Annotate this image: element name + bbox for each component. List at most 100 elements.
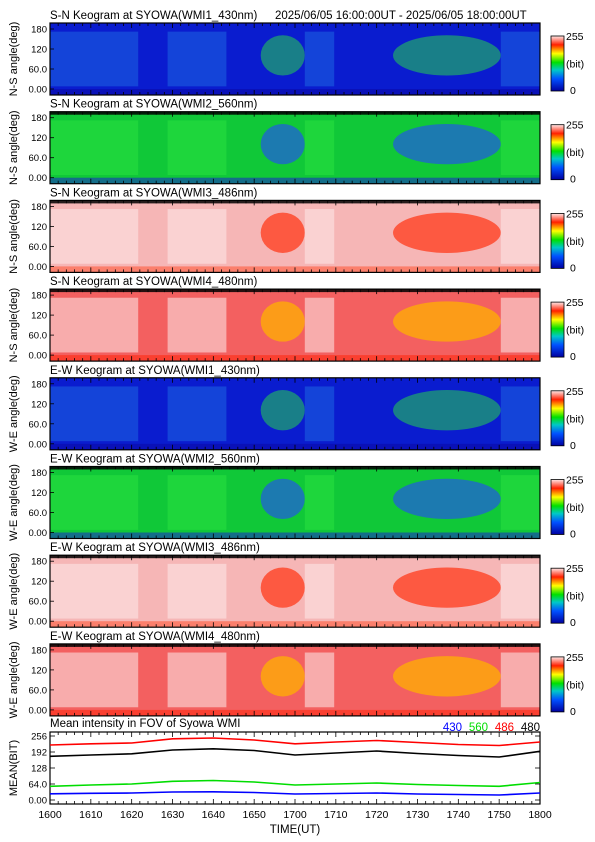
- x-tick-label: 1640: [202, 809, 226, 821]
- colorbar-max-label: 255: [566, 120, 584, 132]
- x-tick-label: 1650: [242, 809, 266, 821]
- y-tick-label: 120: [31, 665, 47, 676]
- colorbar-unit-label: (bit): [566, 59, 584, 71]
- y-axis-label: W-E angle(deg): [8, 553, 20, 630]
- colorbar-max-label: 255: [566, 652, 584, 664]
- y-axis-label: W-E angle(deg): [8, 641, 20, 718]
- y-tick-label: 64.0: [29, 780, 48, 791]
- y-tick-label: 120: [31, 45, 47, 56]
- colorbar: [550, 301, 565, 358]
- y-tick-label: 60.0: [29, 508, 48, 519]
- y-tick-label: 120: [31, 222, 47, 233]
- y-tick-label: 0.00: [29, 439, 48, 450]
- keogram-image: [50, 200, 540, 273]
- colorbar: [550, 479, 565, 535]
- y-tick-label: 256: [31, 732, 47, 743]
- y-axis-label: W-E angle(deg): [8, 375, 20, 452]
- y-tick-label: 128: [31, 764, 47, 775]
- keogram-panel: E-W Keogram at SYOWA(WMI1_430nm)180 120 60…: [8, 365, 584, 452]
- colorbar: [550, 656, 565, 713]
- legend: 480 486 560 430: [443, 722, 540, 734]
- y-tick-label: 60.0: [29, 419, 48, 430]
- y-axis-label: N-S angle(deg): [8, 22, 20, 97]
- colorbar: [550, 212, 565, 269]
- colorbar: [550, 124, 565, 181]
- y-tick-label: 180: [31, 557, 47, 568]
- y-axis-label: MEAN(BIT): [8, 740, 20, 796]
- y-tick-label: 60.0: [29, 331, 48, 342]
- keogram-title: S-N Keogram at SYOWA(WMI2_560nm): [50, 99, 257, 111]
- keogram-panel: E-W Keogram at SYOWA(WMI2_560nm)180 120 60…: [8, 454, 584, 541]
- colorbar-min-label: 0: [570, 174, 576, 186]
- y-tick-label: 0.00: [29, 351, 48, 362]
- x-tick-label: 1600: [38, 809, 62, 821]
- keogram-panel: S-N Keogram at SYOWA(WMI3_486nm)180 120 60…: [8, 187, 584, 274]
- keogram-image: [50, 111, 540, 184]
- y-axis-label: N-S angle(deg): [8, 288, 20, 363]
- y-axis-label: N-S angle(deg): [8, 110, 20, 185]
- y-tick-label: 192: [31, 748, 47, 759]
- keogram-title: E-W Keogram at SYOWA(WMI2_560nm): [50, 454, 260, 466]
- keogram-title: S-N Keogram at SYOWA(WMI4_480nm): [50, 276, 257, 288]
- colorbar-unit-label: (bit): [566, 502, 584, 514]
- colorbar-min-label: 0: [570, 351, 576, 363]
- keogram-title: S-N Keogram at SYOWA(WMI3_486nm): [50, 187, 257, 199]
- legend-entry: 486: [495, 722, 514, 734]
- mean-intensity-panel: Mean intensity in FOV of Syowa WMI 480 486…: [8, 718, 552, 836]
- y-tick-label: 0.00: [29, 705, 48, 716]
- keogram-image: [50, 377, 540, 450]
- keogram-panel: E-W Keogram at SYOWA(WMI3_486nm)180 120 60…: [8, 542, 584, 629]
- colorbar-max-label: 255: [566, 31, 584, 43]
- keogram-image: [50, 555, 540, 628]
- y-tick-label: 120: [31, 488, 47, 499]
- legend-entry: 560: [469, 722, 488, 734]
- y-tick-label: 0.00: [29, 173, 48, 184]
- y-tick-label: 120: [31, 133, 47, 144]
- series-line-430: [49, 790, 541, 796]
- y-axis-label: N-S angle(deg): [8, 199, 20, 274]
- colorbar-unit-label: (bit): [566, 325, 584, 337]
- y-tick-label: 0.00: [29, 796, 48, 807]
- y-tick-label: 180: [31, 202, 47, 213]
- keogram-panel: S-N Keogram at SYOWA(WMI4_480nm)180 120 60…: [8, 276, 584, 363]
- x-tick-label: 1710: [324, 809, 348, 821]
- y-tick-label: 120: [31, 399, 47, 410]
- colorbar-unit-label: (bit): [566, 679, 584, 691]
- x-tick-label: 1800: [528, 809, 552, 821]
- keogram-panels: S-N Keogram at SYOWA(WMI1_430nm) 2025/06/…: [8, 10, 584, 718]
- keogram-image: [50, 23, 540, 95]
- keogram-title: E-W Keogram at SYOWA(WMI4_480nm): [50, 631, 260, 643]
- series-line-486: [49, 737, 541, 747]
- colorbar: [550, 567, 565, 624]
- colorbar-unit-label: (bit): [566, 413, 584, 425]
- keogram-panel: S-N Keogram at SYOWA(WMI1_430nm) 2025/06/…: [8, 10, 584, 97]
- y-tick-label: 180: [31, 645, 47, 656]
- colorbar-unit-label: (bit): [566, 591, 584, 603]
- keogram-image: [50, 466, 540, 539]
- x-tick-label: 1750: [487, 809, 511, 821]
- colorbar-min-label: 0: [570, 85, 576, 97]
- series-line-480: [49, 747, 541, 758]
- keogram-title: E-W Keogram at SYOWA(WMI3_486nm): [50, 542, 260, 554]
- y-tick-label: 180: [31, 379, 47, 390]
- colorbar-max-label: 255: [566, 386, 584, 398]
- x-tick-label: 1730: [406, 809, 430, 821]
- y-tick-label: 180: [31, 291, 47, 302]
- x-axis-label: TIME(UT): [270, 824, 321, 836]
- colorbar: [550, 390, 565, 447]
- y-tick-label: 0.00: [29, 528, 48, 539]
- keogram-title: E-W Keogram at SYOWA(WMI1_430nm): [50, 365, 260, 377]
- x-tick-label: 1700: [283, 809, 307, 821]
- y-tick-label: 60.0: [29, 153, 48, 164]
- y-tick-label: 0.00: [29, 617, 48, 628]
- colorbar-unit-label: (bit): [566, 147, 584, 159]
- y-tick-label: 0.00: [29, 262, 48, 273]
- y-tick-label: 60.0: [29, 242, 48, 253]
- colorbar-min-label: 0: [570, 706, 576, 718]
- colorbar-max-label: 255: [566, 475, 584, 487]
- colorbar-max-label: 255: [566, 297, 584, 309]
- series-line-560: [49, 779, 541, 788]
- colorbar-min-label: 0: [570, 617, 576, 629]
- colorbar-min-label: 0: [570, 529, 576, 541]
- y-tick-label: 180: [31, 113, 47, 124]
